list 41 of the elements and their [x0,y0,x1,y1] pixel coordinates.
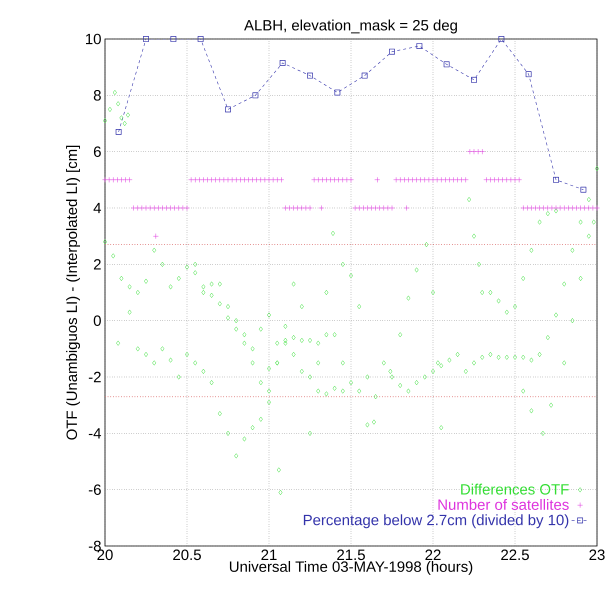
point [526,71,532,78]
x-tick-label: 20.5 [173,550,201,560]
y-tick-label: -6 [88,484,101,495]
x-tick-label: 21.5 [337,550,365,560]
point [389,48,395,55]
point [252,92,258,98]
point [307,72,313,79]
x-tick-label: 22 [425,550,441,560]
point [498,36,504,42]
point [444,61,450,68]
point [170,36,176,42]
point [334,90,340,96]
point [225,106,231,112]
x-tick-label: 20 [97,550,113,560]
point [416,43,422,49]
x-tick-label: 23 [589,550,605,560]
y-tick-label: 4 [94,202,102,214]
y-tick-label: 6 [94,146,101,157]
point [580,186,586,193]
point [143,36,149,42]
point [116,129,122,135]
y-axis-title: OTF (Unambiguos LI) - (Interpolated LI) [cm] [66,146,80,440]
legend-label: Number of satellites [438,498,569,510]
point [280,60,286,66]
y-tick-label: 10 [86,34,101,44]
x-tick-label: 22.5 [501,550,529,560]
point [471,76,477,83]
legend-label: Differences OTF [461,484,569,495]
y-tick-label: -4 [88,428,102,438]
y-tick-label: 2 [94,259,101,270]
point [362,72,368,79]
y-tick-label: 0 [94,315,101,326]
point [198,36,204,42]
x-tick-label: 21 [261,550,277,560]
chart-title: ALBH, elevation_mask = 25 deg [244,20,457,34]
y-tick-label: -2 [88,372,101,382]
y-tick-label: -8 [88,540,101,552]
x-axis-title: Universal Time 03-MAY-1998 (hours) [230,560,472,575]
legend-label: Percentage below 2.7cm (divided by 10) [304,514,568,528]
y-tick-label: 8 [94,90,101,101]
point [553,176,559,183]
